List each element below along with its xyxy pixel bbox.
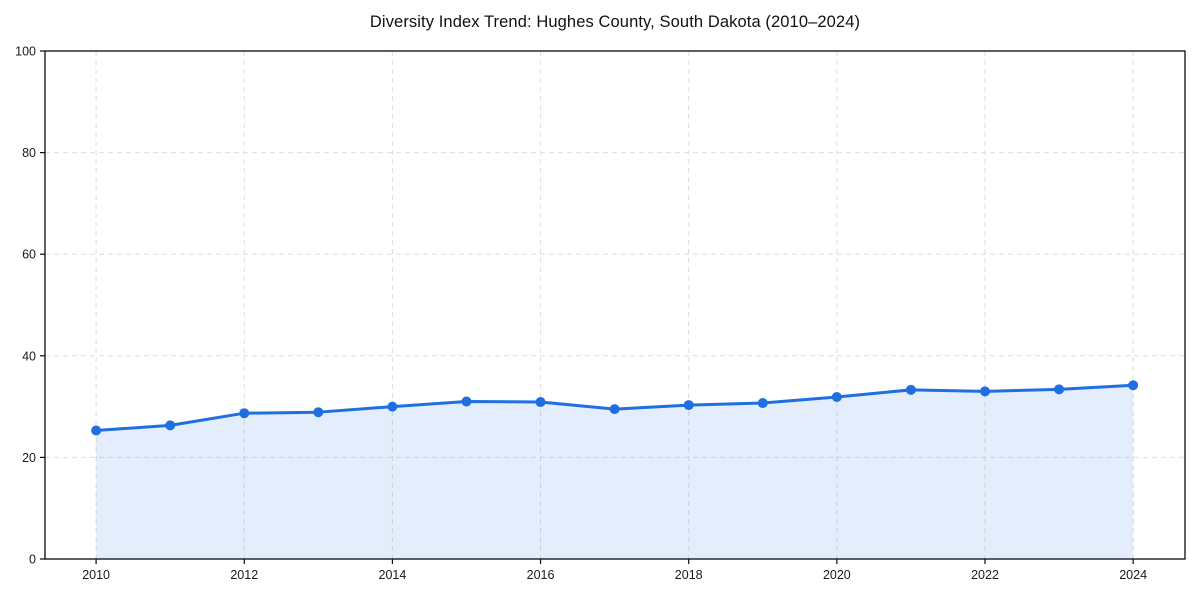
data-point-2022 — [980, 386, 990, 397]
data-point-2023 — [1054, 384, 1065, 395]
x-tick-label-2012: 2012 — [230, 568, 258, 582]
data-point-2016 — [535, 397, 546, 408]
y-tick-label-60: 60 — [22, 248, 36, 262]
chart-title: Diversity Index Trend: Hughes County, So… — [369, 13, 861, 31]
y-tick-label-80: 80 — [22, 146, 36, 160]
x-tick-label-2022: 2022 — [971, 568, 999, 582]
data-point-2019 — [757, 398, 768, 409]
data-point-2013 — [313, 407, 324, 418]
data-point-2021 — [905, 384, 916, 395]
y-tick-label-100: 100 — [15, 45, 36, 59]
data-point-2015 — [461, 396, 472, 407]
data-point-2012 — [239, 408, 250, 419]
data-point-2014 — [387, 401, 398, 412]
x-tick-label-2020: 2020 — [823, 568, 851, 582]
x-tick-label-2024: 2024 — [1119, 568, 1147, 582]
x-tick-label-2016: 2016 — [527, 568, 555, 582]
y-tick-label-0: 0 — [29, 553, 36, 567]
data-point-2020 — [831, 391, 842, 402]
data-point-2018 — [683, 400, 694, 411]
x-tick-label-2018: 2018 — [675, 568, 703, 582]
x-tick-label-2010: 2010 — [82, 568, 110, 582]
data-point-2011 — [165, 420, 176, 431]
area-fill — [96, 385, 1134, 559]
data-point-2017 — [609, 404, 620, 415]
data-point-2010 — [91, 425, 102, 436]
data-point-2024 — [1128, 380, 1139, 391]
y-tick-label-20: 20 — [22, 451, 36, 465]
y-tick-label-40: 40 — [22, 349, 36, 363]
x-tick-label-2014: 2014 — [379, 568, 407, 582]
plot-border — [44, 50, 1186, 560]
